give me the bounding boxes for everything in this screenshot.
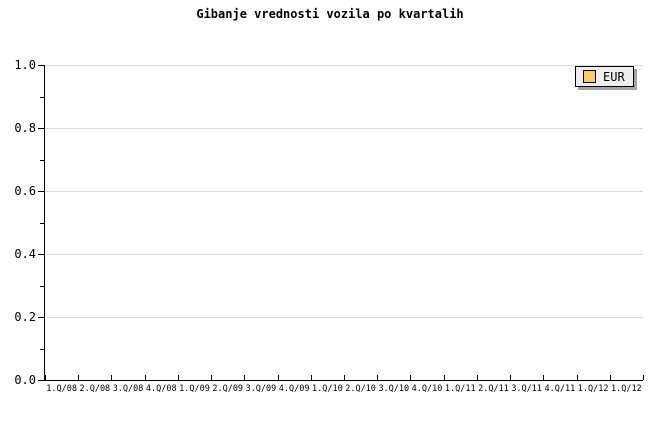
y-major-tick <box>38 254 44 255</box>
x-axis-tick <box>643 375 644 380</box>
x-axis-label: 1.Q/10 <box>312 384 343 394</box>
x-axis-label: 4.Q/10 <box>411 384 443 394</box>
y-axis-label: 0.0 <box>14 373 36 387</box>
x-axis-label: 4.Q/11 <box>544 384 576 394</box>
plot-area: 1.Q/08 2.Q/08 3.Q/08 4.Q/08 1.Q/09 2.Q/09 3.Q/… <box>14 59 644 394</box>
y-axis-label: 0.4 <box>14 247 36 261</box>
x-axis-tick <box>609 375 611 380</box>
y-major-tick <box>38 128 44 129</box>
x-axis-labels: 1.Q/08 2.Q/08 3.Q/08 4.Q/08 1.Q/09 2.Q/09 3.Q/… <box>45 385 643 394</box>
x-axis-tick <box>476 375 478 380</box>
x-axis-label: 1.Q/09 <box>179 384 210 394</box>
x-axis-tick <box>144 375 146 380</box>
y-minor-tick <box>40 159 44 161</box>
y-major-tick <box>38 65 44 66</box>
y-grid-line <box>45 317 643 318</box>
y-minor-tick <box>40 222 44 224</box>
x-axis-label: 2.Q/11 <box>478 384 509 394</box>
x-axis-label: 3.Q/10 <box>378 384 410 394</box>
y-major-tick <box>38 317 44 318</box>
x-axis-tick <box>211 375 213 380</box>
x-axis-tick <box>45 375 46 380</box>
y-minor-tick <box>40 96 44 98</box>
x-axis-tick <box>177 375 179 380</box>
x-axis-label: 1.Q/11 <box>444 384 476 394</box>
x-axis-label: 3.Q/08 <box>112 384 144 394</box>
x-axis-tick <box>344 375 345 380</box>
legend-box: EUR <box>575 66 634 87</box>
y-grid-line <box>45 128 643 129</box>
x-axis-tick <box>543 375 545 380</box>
y-axis-label: 1.0 <box>14 58 36 72</box>
x-axis-tick <box>443 375 445 380</box>
x-axis-label: 2.Q/09 <box>212 384 244 394</box>
y-major-tick <box>38 380 44 381</box>
x-axis-label: 3.Q/09 <box>245 384 277 394</box>
x-axis-label: 4.Q/09 <box>278 384 310 394</box>
chart-title: Gibanje vrednosti vozila po kvartalih <box>196 7 464 21</box>
y-grid-line <box>45 65 643 66</box>
y-minor-tick <box>40 348 44 350</box>
x-axis-tick <box>310 375 312 380</box>
legend-swatch-icon <box>583 70 596 83</box>
x-axis-label: 4.Q/08 <box>145 384 177 394</box>
x-axis-label: 1.Q/12 <box>577 384 609 394</box>
x-axis-label: 2.Q/08 <box>79 384 111 394</box>
legend-label: EUR <box>603 69 625 84</box>
x-axis-label: 2.Q/10 <box>345 384 376 394</box>
y-axis-label: 0.8 <box>14 121 36 135</box>
x-axis-tick <box>111 375 113 380</box>
x-axis-tick <box>78 375 80 380</box>
x-axis-tick <box>244 375 246 380</box>
x-axis-tick <box>277 375 279 380</box>
y-grid-line <box>45 191 643 192</box>
x-axis-tick <box>510 375 512 380</box>
x-axis-tick <box>377 375 379 380</box>
y-grid-line <box>45 254 643 255</box>
x-axis-tick <box>576 375 578 380</box>
x-axis-label: 1.Q/08 <box>46 384 77 394</box>
x-axis-label: 3.Q/11 <box>511 384 543 394</box>
y-axis-label: 0.6 <box>14 184 36 198</box>
x-axis-tick <box>410 375 412 380</box>
y-major-tick <box>38 191 44 192</box>
y-axis-label: 0.2 <box>14 310 36 324</box>
x-axis-label: 1.Q/12 <box>610 384 642 394</box>
y-minor-tick <box>40 285 44 287</box>
